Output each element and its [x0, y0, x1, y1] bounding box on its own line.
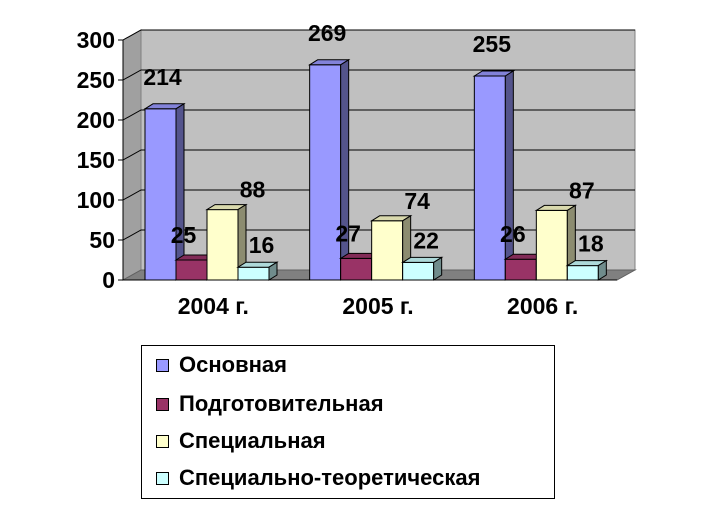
data-label: 255: [473, 31, 512, 57]
data-label: 88: [240, 177, 266, 203]
data-label: 214: [143, 64, 182, 90]
bar: [206, 209, 239, 281]
legend-label: Специальная: [179, 428, 326, 453]
bar: [566, 265, 599, 281]
x-tick-label: 2004 г.: [178, 293, 249, 319]
bar: [237, 266, 270, 281]
y-tick-label: 250: [77, 67, 115, 93]
legend-label: Специально-теоретическая: [179, 465, 481, 490]
bar: [340, 257, 373, 281]
bar: [309, 64, 342, 281]
data-label: 74: [404, 188, 430, 214]
bar: [473, 75, 506, 281]
gridline: [122, 229, 635, 241]
data-label: 27: [335, 220, 361, 246]
bar: [504, 258, 537, 281]
data-label: 26: [500, 221, 526, 247]
legend-swatch: [156, 434, 169, 448]
bar-side: [175, 102, 185, 281]
data-label: 18: [578, 231, 604, 257]
bar: [535, 209, 568, 281]
gridline: [122, 189, 635, 201]
gridline: [122, 69, 635, 81]
data-label: 16: [249, 232, 275, 258]
y-tick-label: 200: [77, 107, 115, 133]
bar-side: [268, 261, 278, 281]
bar: [144, 108, 177, 281]
legend: Основная Подготовительная Специальная Сп…: [141, 345, 555, 499]
bar-side: [433, 256, 443, 281]
legend-swatch: [156, 397, 169, 411]
legend-swatch: [156, 358, 169, 372]
y-tick-label: 300: [77, 27, 115, 53]
legend-label: Подготовительная: [179, 391, 384, 416]
bar-side: [597, 259, 607, 281]
legend-item-podgotovitelnaya: Подготовительная: [156, 391, 384, 417]
legend-item-osnovnaya: Основная: [156, 352, 287, 378]
legend-item-specialnaya: Специальная: [156, 428, 326, 454]
x-tick-label: 2005 г.: [342, 293, 413, 319]
legend-swatch: [156, 471, 169, 485]
gridline: [122, 109, 635, 121]
bar: [371, 220, 404, 281]
y-tick-label: 150: [77, 147, 115, 173]
x-tick-label: 2006 г.: [507, 293, 578, 319]
data-label: 25: [171, 222, 197, 248]
data-label: 87: [569, 177, 595, 203]
bar: [402, 261, 435, 281]
y-tick-label: 100: [77, 187, 115, 213]
bar: [175, 259, 208, 281]
y-tick-label: 0: [102, 267, 115, 293]
bar-side: [340, 58, 350, 281]
legend-label: Основная: [179, 352, 287, 377]
data-label: 269: [308, 20, 346, 46]
bar-side: [504, 70, 514, 281]
legend-item-specialno-teoreticheskaya: Специально-теоретическая: [156, 465, 480, 491]
gridline: [122, 29, 635, 41]
gridline: [122, 149, 635, 161]
data-label: 22: [413, 227, 439, 253]
y-tick-label: 50: [89, 227, 115, 253]
